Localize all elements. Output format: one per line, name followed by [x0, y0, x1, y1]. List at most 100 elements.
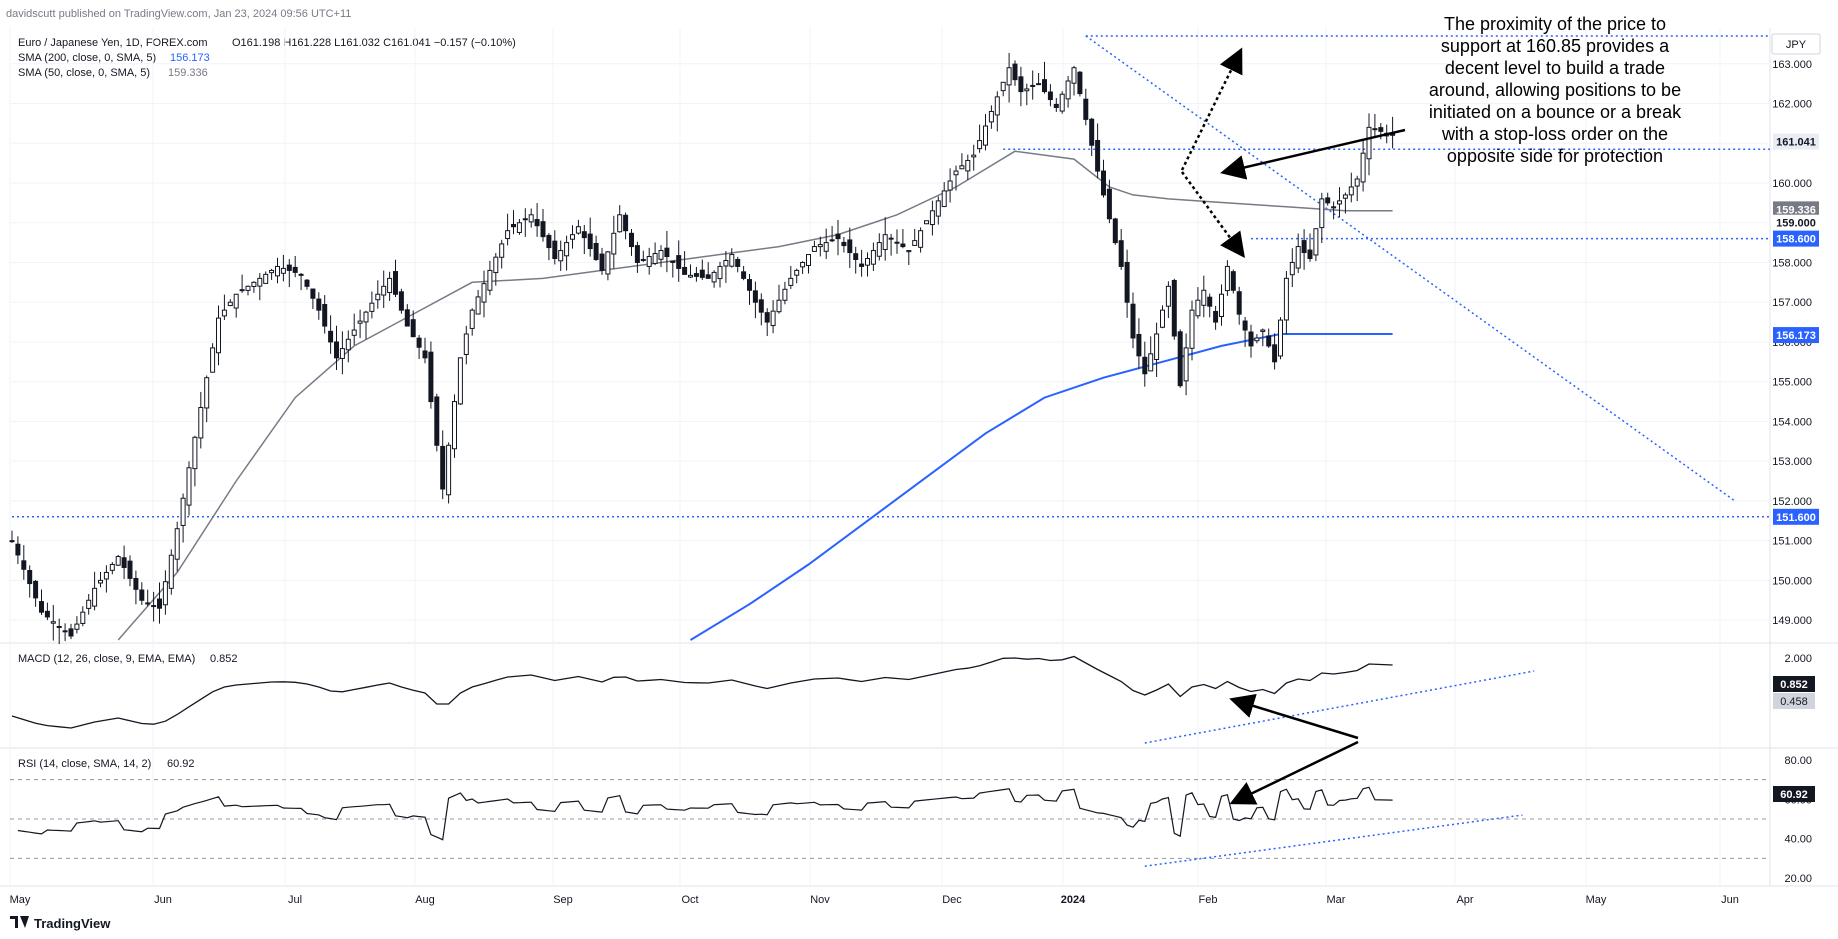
candle-body	[971, 154, 977, 158]
candle-body	[210, 347, 216, 373]
candle-body	[1077, 71, 1083, 95]
candle-body	[629, 232, 634, 248]
macd-badge-text: 0.852	[1780, 679, 1808, 691]
price-tick-label: 162.000	[1772, 99, 1812, 111]
candle-body	[829, 239, 835, 242]
candle-body	[1248, 331, 1254, 347]
candle-body	[292, 266, 298, 273]
candle-body	[481, 283, 487, 303]
annotation-line: support at 160.85 provides a	[1441, 36, 1670, 56]
candle-body	[469, 309, 475, 329]
candle-body	[522, 218, 528, 221]
candle-body	[823, 242, 829, 252]
candle-body	[493, 256, 499, 274]
annotation-arrow	[1220, 128, 1406, 180]
candle-body	[1213, 310, 1219, 323]
macd-pane: MACD (12, 26, close, 9, EMA, EMA) 0.852 2.…	[11, 653, 1815, 744]
candle-body	[806, 254, 811, 266]
candle-body	[1354, 178, 1360, 187]
candle-body	[457, 357, 463, 405]
candle-body	[286, 264, 292, 271]
sma50-line	[117, 150, 1393, 641]
candle-body	[1112, 218, 1118, 244]
price-label-text: 161.041	[1776, 137, 1816, 149]
candle-body	[15, 543, 21, 556]
candle-body	[965, 159, 971, 172]
candle-series	[9, 52, 1396, 645]
candle-body	[599, 253, 605, 271]
candle-body	[994, 96, 1000, 116]
candle-body	[1136, 333, 1142, 357]
breakout-arrow	[1180, 47, 1243, 171]
candle-body	[1278, 319, 1283, 357]
time-axis: May Jun Jul Aug Sep Oct Nov Dec 2024 Feb Mar Apr May…	[10, 894, 1739, 906]
candle-body	[216, 317, 221, 354]
tv-logo-icon	[10, 916, 29, 928]
macd-signal-badge	[1773, 693, 1815, 709]
macd-tick-label: 2.000	[1784, 653, 1812, 665]
candle-body	[711, 271, 717, 283]
candle-body	[298, 273, 304, 276]
candle-body	[1272, 344, 1278, 363]
price-label-badge	[1773, 133, 1819, 150]
candle-body	[1065, 80, 1071, 100]
candle-body	[1337, 200, 1342, 205]
sma200-series	[689, 333, 1393, 641]
candle-body	[670, 260, 676, 263]
candle-body	[375, 293, 381, 301]
candle-body	[1012, 63, 1018, 81]
price-tick-label: 163.000	[1772, 59, 1812, 71]
candle-body	[906, 250, 912, 253]
candle-body	[245, 285, 251, 291]
price-tick-label: 154.000	[1772, 416, 1812, 428]
candle-body	[593, 242, 599, 260]
candle-body	[1059, 93, 1065, 112]
price-label-badge	[1773, 201, 1819, 218]
candle-body	[552, 240, 558, 259]
candle-body	[310, 288, 316, 299]
candle-body	[33, 580, 39, 599]
candle-body	[1242, 320, 1248, 331]
currency-badge[interactable]: JPY	[1771, 33, 1821, 55]
candle-body	[115, 556, 121, 566]
candle-body	[888, 237, 894, 240]
candle-body	[623, 214, 629, 232]
candle-body	[935, 200, 941, 217]
candle-body	[570, 234, 575, 240]
candle-body	[558, 250, 564, 262]
price-label-badge	[1773, 327, 1819, 344]
time-tick-label: 2024	[1061, 894, 1086, 906]
candle-body	[959, 165, 965, 170]
publisher-line: davidscutt published on TradingView.com,…	[6, 8, 351, 20]
candle-body	[416, 337, 422, 348]
candle-body	[422, 350, 428, 359]
candle-body	[162, 581, 168, 606]
macd-divergence-arrow	[1229, 693, 1359, 740]
rsi-pane: RSI (14, close, SMA, 14, 2) 60.92 80.00 60.…	[10, 755, 1815, 885]
candle-body	[534, 219, 540, 227]
candle-body	[280, 267, 286, 274]
candle-body	[198, 407, 204, 439]
price-label-badge	[1773, 508, 1819, 525]
candle-body	[334, 341, 339, 359]
candle-body	[540, 221, 546, 238]
svg-text:JPY: JPY	[1786, 39, 1807, 51]
candle-body	[947, 180, 953, 191]
candle-body	[50, 621, 56, 624]
macd-label: MACD (12, 26, close, 9, EMA, EMA)	[18, 653, 195, 665]
candle-body	[263, 273, 269, 284]
candle-body	[575, 226, 581, 234]
candle-body	[475, 296, 481, 315]
rsi-value-badge	[1773, 786, 1815, 802]
time-tick-label: Mar	[1327, 894, 1346, 906]
candle-body	[764, 312, 770, 323]
candle-body	[682, 266, 688, 275]
rsi-tick-label: 40.00	[1784, 834, 1812, 846]
candle-body	[257, 277, 263, 287]
tradingview-brand: TradingView	[34, 916, 111, 931]
candle-body	[988, 110, 994, 123]
candle-body	[21, 560, 27, 570]
candle-body	[1106, 188, 1112, 220]
candle-body	[1378, 127, 1384, 132]
candle-body	[316, 298, 322, 311]
